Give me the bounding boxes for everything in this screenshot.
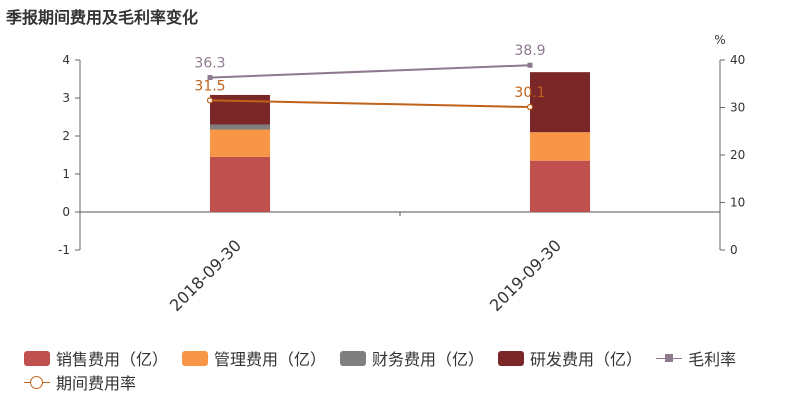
line-point xyxy=(206,97,214,104)
left-y-tick-label: 2 xyxy=(62,129,70,143)
right-y-tick-label: 10 xyxy=(730,196,745,210)
chart-title: 季报期间费用及毛利率变化 xyxy=(6,8,199,27)
line-series xyxy=(209,99,531,109)
right-y-tick-label: 30 xyxy=(730,101,745,115)
legend-label: 毛利率 xyxy=(688,350,737,369)
bar-segment xyxy=(530,72,590,133)
legend-label: 研发费用（亿） xyxy=(530,350,643,369)
x-tick-label: 2018-09-30 xyxy=(166,236,245,315)
legend-label: 期间费用率 xyxy=(56,374,137,393)
legend-swatch xyxy=(182,350,209,366)
line-point xyxy=(526,103,534,111)
legend-item[interactable]: 毛利率 xyxy=(656,346,736,370)
right-y-tick-label: 40 xyxy=(730,53,745,67)
legend-label: 管理费用（亿） xyxy=(214,350,327,369)
bar-segment xyxy=(210,129,270,157)
legend-item[interactable]: 财务费用（亿） xyxy=(340,346,484,370)
line-series xyxy=(209,64,531,79)
legend-label: 销售费用（亿） xyxy=(56,350,169,369)
line-point xyxy=(207,75,213,81)
legend-item[interactable]: 管理费用（亿） xyxy=(182,346,326,370)
left-y-tick-label: 1 xyxy=(62,167,70,181)
bar-segment xyxy=(530,132,590,161)
left-y-tick-label: -1 xyxy=(58,243,70,257)
line-point xyxy=(527,62,533,68)
bar-segment xyxy=(210,124,270,130)
chart-legend: 销售费用（亿） 管理费用（亿） 财务费用（亿） 研发费用（亿） 毛利率期间费用率 xyxy=(24,346,794,394)
legend-item[interactable]: 研发费用（亿） xyxy=(498,346,642,370)
legend-label: 财务费用（亿） xyxy=(372,350,485,369)
right-y-tick-label: 0 xyxy=(730,243,738,257)
legend-item[interactable]: 期间费用率 xyxy=(24,370,136,394)
data-label: 36.3 xyxy=(194,56,225,72)
data-label: 31.5 xyxy=(194,78,225,94)
bar-segment xyxy=(530,160,590,212)
left-y-tick-label: 0 xyxy=(62,205,70,219)
bar-segment xyxy=(210,94,270,125)
x-tick-label: 2019-09-30 xyxy=(486,236,565,315)
data-label: 30.1 xyxy=(514,85,545,101)
data-label: 38.9 xyxy=(514,43,545,59)
legend-swatch xyxy=(24,375,50,390)
right-y-unit-label: % xyxy=(714,33,725,47)
legend-swatch xyxy=(24,350,50,366)
legend-swatch xyxy=(340,350,367,366)
legend-swatch xyxy=(498,350,525,366)
left-y-tick-label: 3 xyxy=(62,91,70,105)
left-y-tick-label: 4 xyxy=(62,53,70,67)
legend-item[interactable]: 销售费用（亿） xyxy=(24,346,168,370)
right-y-tick-label: 20 xyxy=(730,148,745,162)
bar-segment xyxy=(210,156,270,212)
legend-swatch xyxy=(656,351,683,366)
